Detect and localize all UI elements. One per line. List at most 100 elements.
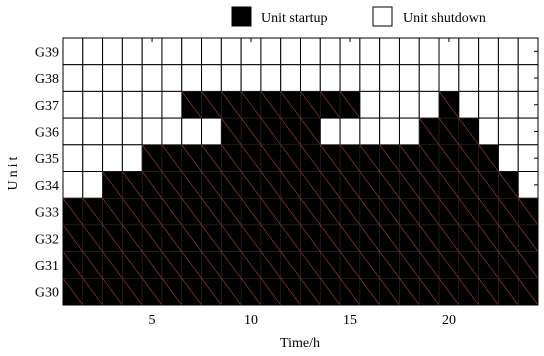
cell-hatch-line (62, 224, 84, 252)
cell-hatch-line (62, 197, 84, 226)
cell-hatch-line (339, 251, 361, 279)
cell-G36-h1-off (62, 117, 84, 146)
cell-hatch-line (102, 251, 123, 279)
cell-hatch-line (161, 251, 183, 279)
unit-label-G32: G32 (35, 232, 59, 247)
cell-hatch-line (438, 171, 460, 199)
cell-hatch-line (161, 171, 183, 199)
cell-hatch-line (517, 197, 539, 226)
cell-hatch-line (438, 251, 460, 279)
cell-G38-h2-off (82, 64, 104, 92)
cell-hatch-line (359, 278, 380, 306)
cell-G35-h2-off (82, 144, 104, 173)
cell-hatch-line (438, 144, 460, 172)
cell-G38-h7-off (181, 64, 203, 92)
cell-hatch-line (122, 278, 143, 306)
cell-hatch-line (379, 251, 400, 279)
cell-hatch-line (458, 197, 479, 226)
cell-hatch-line (240, 117, 262, 146)
cell-G37-h17-off (379, 90, 400, 119)
cell-hatch-line (399, 251, 420, 279)
cell-hatch-line (399, 278, 420, 306)
cell-hatch-line (240, 278, 262, 306)
cell-hatch-line (359, 171, 380, 199)
cell-hatch-line (478, 197, 499, 226)
cell-hatch-line (379, 144, 400, 172)
cell-G37-h4-off (121, 90, 143, 119)
cell-hatch-line (122, 197, 143, 226)
cell-hatch-line (300, 144, 321, 172)
cell-hatch-line (201, 251, 222, 279)
cell-hatch-line (339, 171, 361, 199)
cell-hatch-line (319, 171, 341, 199)
cell-hatch-line (478, 278, 499, 306)
cell-hatch-line (399, 224, 420, 252)
cell-hatch-line (141, 144, 163, 172)
cell-G36-h15-off (339, 117, 361, 146)
cell-hatch-line (102, 197, 123, 226)
cell-hatch-line (438, 117, 460, 146)
cell-hatch-line (181, 224, 202, 252)
legend-startup-swatch (231, 6, 252, 27)
cell-hatch-line (82, 278, 103, 306)
plot-frame (62, 37, 539, 306)
cell-hatch-line (438, 197, 460, 226)
cell-G38-h4-off (121, 64, 143, 92)
cell-G36-h23-off (497, 117, 519, 146)
cell-G35-h1-off (62, 144, 84, 173)
cell-hatch-line (161, 278, 183, 306)
cell-G37-h5-off (141, 90, 163, 119)
unit-label-G37: G37 (35, 99, 59, 114)
cell-G39-h20-off (438, 37, 460, 66)
cell-G34-h2-off (82, 171, 104, 199)
y-axis-label: Unit (6, 154, 21, 191)
cell-hatch-line (319, 197, 341, 226)
cell-hatch-line (300, 251, 321, 279)
cell-G37-h22-off (478, 90, 499, 119)
cell-hatch-line (339, 278, 361, 306)
cell-hatch-line (399, 144, 420, 172)
cell-G36-h7-off (181, 117, 203, 146)
cell-hatch-line (260, 197, 282, 226)
cell-G39-h2-off (82, 37, 104, 66)
cell-G39-h13-off (300, 37, 321, 66)
cell-hatch-line (300, 91, 321, 119)
cell-hatch-line (418, 171, 440, 199)
cell-hatch-line (300, 197, 321, 226)
cell-hatch-line (122, 171, 143, 199)
cell-G38-h5-off (141, 64, 163, 92)
unit-label-G36: G36 (35, 125, 59, 140)
x-tick-label-10: 10 (244, 313, 258, 328)
cell-hatch-line (418, 251, 440, 279)
cell-hatch-line (260, 117, 282, 146)
cell-hatch-line (319, 144, 341, 172)
cell-hatch-line (438, 91, 460, 119)
cell-hatch-line (359, 224, 380, 252)
cell-G38-h15-off (339, 64, 361, 92)
cell-G37-h23-off (497, 90, 519, 119)
cell-hatch-line (240, 197, 262, 226)
cell-hatch-line (181, 144, 202, 172)
cell-G34-h1-off (62, 171, 84, 199)
cell-G38-h23-off (497, 64, 519, 92)
cell-G36-h22-off (478, 117, 499, 146)
cell-hatch-line (201, 171, 222, 199)
unit-label-G39: G39 (35, 45, 59, 60)
cell-hatch-line (122, 251, 143, 279)
cell-hatch-line (379, 224, 400, 252)
cell-hatch-line (418, 144, 440, 172)
cell-hatch-line (62, 251, 84, 279)
cell-G39-h15-off (339, 37, 361, 66)
cell-grid (62, 37, 539, 306)
cell-hatch-line (458, 171, 479, 199)
cell-hatch-line (260, 224, 282, 252)
cell-hatch-line (221, 91, 242, 119)
cell-hatch-line (379, 197, 400, 226)
cell-hatch-line (359, 197, 380, 226)
cell-G38-h11-off (260, 64, 282, 92)
cell-G35-h3-off (102, 144, 123, 173)
cell-G38-h9-off (220, 64, 242, 92)
cell-hatch-line (122, 224, 143, 252)
cell-G37-h19-off (418, 90, 440, 119)
cell-hatch-line (240, 171, 262, 199)
